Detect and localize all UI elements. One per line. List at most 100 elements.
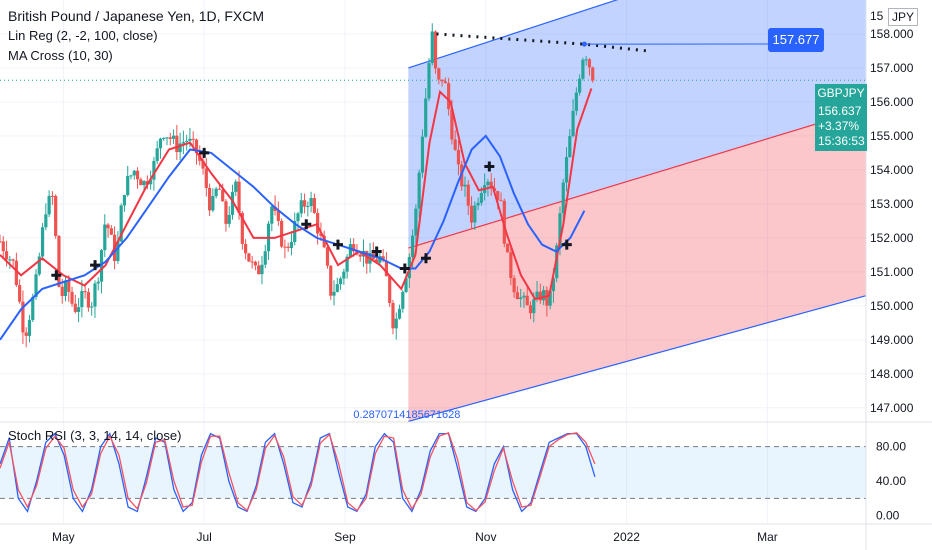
candle-body <box>388 276 392 303</box>
candle-body <box>332 291 336 296</box>
candle-body <box>584 59 588 61</box>
y-tick-label: 15 <box>870 9 884 23</box>
candle-body <box>578 78 582 93</box>
x-tick-label: Jul <box>197 530 212 544</box>
candle-body <box>119 205 123 242</box>
annotations <box>436 32 769 53</box>
candle-body <box>437 68 441 80</box>
candle-body <box>456 149 461 165</box>
y-tick-label: 147.000 <box>870 401 914 415</box>
candle-body <box>201 160 205 169</box>
candle-body <box>191 138 195 140</box>
candle-body <box>171 135 176 139</box>
candle-body <box>374 259 379 263</box>
x-tick-label: Nov <box>475 530 496 544</box>
candle-body <box>99 250 104 282</box>
candle-body <box>519 297 523 300</box>
callout-anchor <box>581 41 587 47</box>
candle-body <box>574 92 578 111</box>
candle-body <box>322 235 326 248</box>
candle-body <box>329 265 333 296</box>
candle-body <box>18 285 22 302</box>
candle-body <box>37 256 41 275</box>
candle-body <box>211 196 215 211</box>
resistance-callout: 157.677 <box>768 28 824 52</box>
candle-body <box>244 243 248 254</box>
candle-body <box>427 63 431 99</box>
y-tick-label: 154.000 <box>870 163 914 177</box>
candle-body <box>568 136 572 158</box>
lin-reg-label[interactable]: Lin Reg (2, -2, 100, close) <box>8 28 158 43</box>
ma-cross-marker <box>301 219 312 230</box>
candle-body <box>397 308 402 319</box>
regression-channel: 0.2870714185671628 <box>0 0 867 422</box>
candle-body <box>558 213 562 246</box>
channel-upper-fill <box>408 0 866 249</box>
ma-cross-marker <box>51 270 62 281</box>
candle-body <box>57 236 61 287</box>
candle-body <box>335 284 339 292</box>
regression-value-label: 0.2870714185671628 <box>353 409 460 421</box>
candle-body <box>587 59 592 68</box>
ma-cross-marker <box>420 253 431 264</box>
candle-body <box>345 256 349 272</box>
candle-body <box>175 135 179 153</box>
candle-body <box>86 292 91 308</box>
candle-body <box>499 200 503 202</box>
candle-body <box>76 307 81 312</box>
candle-body <box>476 202 480 206</box>
candle-body <box>528 305 533 314</box>
candle-body <box>224 201 228 224</box>
candle-body <box>73 303 77 312</box>
candle-body <box>221 189 225 202</box>
candle-body <box>420 136 425 173</box>
x-tick-label: Mar <box>757 530 778 544</box>
currency-button[interactable]: JPY <box>888 8 918 26</box>
candle-body <box>24 332 28 336</box>
ma-cross-marker <box>399 263 410 274</box>
candle-body <box>564 157 569 183</box>
bar-countdown: 15:36:53 <box>818 134 865 148</box>
candle-body <box>47 195 51 215</box>
candle-body <box>178 143 182 153</box>
candle-body <box>67 280 71 292</box>
x-tick-label: 2022 <box>613 530 640 544</box>
stoch-rsi-label[interactable]: Stoch RSI (3, 3, 14, 14, close) <box>8 428 182 443</box>
channel-middle-line <box>408 108 867 249</box>
candle-body <box>489 181 493 189</box>
rsi-band <box>0 446 866 499</box>
ma-cross-marker <box>561 239 572 250</box>
stoch-k-line <box>0 432 596 513</box>
candle-body <box>299 200 303 214</box>
candle-body <box>132 170 136 176</box>
candle-body <box>181 142 185 144</box>
candle-body <box>260 264 264 275</box>
candle-body <box>253 261 258 266</box>
x-tick-label: Sep <box>334 530 356 544</box>
candle-body <box>139 179 143 186</box>
candle-body <box>509 252 513 279</box>
candle-body <box>194 139 199 154</box>
candle-body <box>525 295 529 306</box>
candle-body <box>515 292 520 300</box>
candle-body <box>571 110 575 137</box>
candle-body <box>40 227 45 257</box>
candle-body <box>280 220 284 247</box>
x-tick-label: May <box>52 530 75 544</box>
candle-body <box>31 297 35 320</box>
candle-body <box>417 172 421 209</box>
candle-body <box>14 260 18 286</box>
candle-body <box>103 224 107 251</box>
y-tick-label: 152.000 <box>870 231 914 245</box>
y-tick-label: 148.000 <box>870 367 914 381</box>
candle-body <box>217 188 222 190</box>
candle-body <box>512 278 516 293</box>
candle-body <box>276 210 280 221</box>
ma-cross-label[interactable]: MA Cross (10, 30) <box>8 48 113 63</box>
candle-body <box>1 241 5 252</box>
candle-body <box>319 233 323 236</box>
price-tag: 156.637 +3.37% 15:36:53 <box>815 102 867 151</box>
last-price: 156.637 <box>818 104 862 118</box>
candle-body <box>411 235 415 257</box>
